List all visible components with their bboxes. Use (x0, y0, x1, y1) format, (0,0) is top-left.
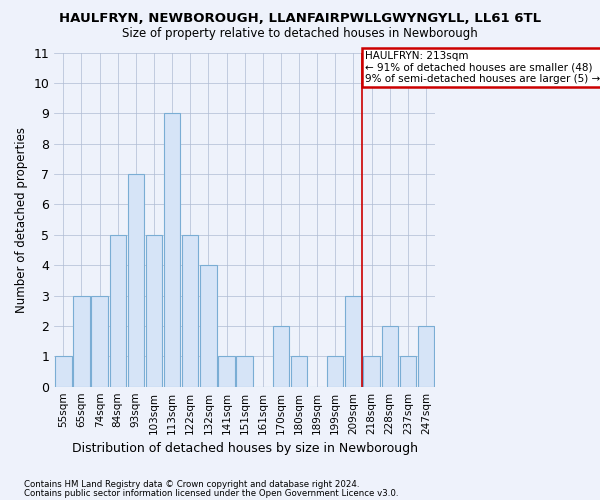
Y-axis label: Number of detached properties: Number of detached properties (15, 126, 28, 312)
Text: Contains HM Land Registry data © Crown copyright and database right 2024.: Contains HM Land Registry data © Crown c… (24, 480, 359, 489)
Bar (164, 114, 180, 386)
Text: HAULFRYN, NEWBOROUGH, LLANFAIRPWLLGWYNGYLL, LL61 6TL: HAULFRYN, NEWBOROUGH, LLANFAIRPWLLGWYNGY… (59, 12, 541, 26)
Bar (218, 356, 235, 386)
Bar (73, 296, 89, 386)
Bar (382, 326, 398, 386)
Bar (110, 235, 126, 386)
Bar (55, 356, 71, 386)
Bar (291, 356, 307, 386)
Bar (236, 356, 253, 386)
Bar (364, 356, 380, 386)
Bar (200, 265, 217, 386)
Bar (273, 326, 289, 386)
Bar (345, 296, 362, 386)
Bar (400, 356, 416, 386)
Text: HAULFRYN: 213sqm
← 91% of detached houses are smaller (48)
9% of semi-detached h: HAULFRYN: 213sqm ← 91% of detached house… (365, 51, 600, 84)
X-axis label: Distribution of detached houses by size in Newborough: Distribution of detached houses by size … (71, 442, 418, 455)
Bar (327, 356, 343, 386)
Bar (418, 326, 434, 386)
Bar (182, 235, 199, 386)
Bar (128, 174, 144, 386)
Bar (146, 235, 162, 386)
Text: Size of property relative to detached houses in Newborough: Size of property relative to detached ho… (122, 28, 478, 40)
Bar (91, 296, 108, 386)
Text: Contains public sector information licensed under the Open Government Licence v3: Contains public sector information licen… (24, 489, 398, 498)
